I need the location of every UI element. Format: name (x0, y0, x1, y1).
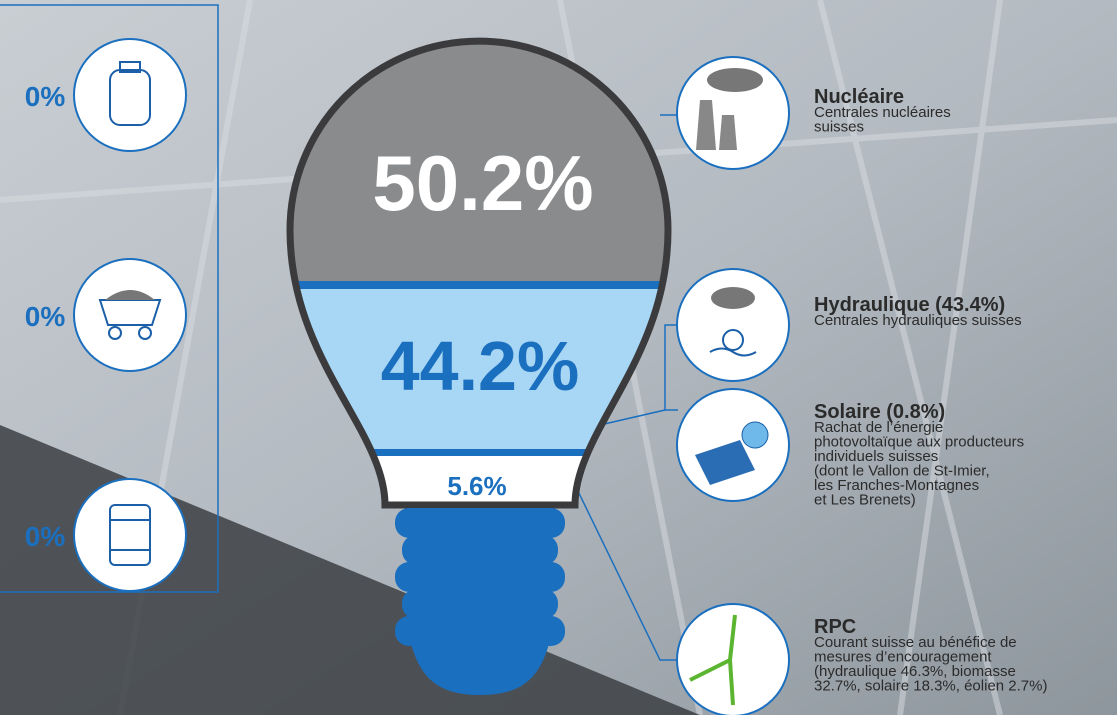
item-description: et Les Brenets) (814, 492, 916, 509)
item-description: Centrales hydrauliques suisses (814, 312, 1022, 329)
left-percent: 0% (25, 81, 66, 112)
infographic: 50.2% 44.2% 5.6% 0% 0% 0% NucléaireCentr… (0, 0, 1117, 715)
segment-label: 44.2% (381, 327, 579, 405)
segment-label: 5.6% (447, 471, 506, 501)
item-description: 32.7%, solaire 18.3%, éolien 2.7%) (814, 678, 1047, 695)
left-percent: 0% (25, 301, 66, 332)
bulb-base (395, 508, 565, 695)
left-percent: 0% (25, 521, 66, 552)
item-description: suisses (814, 119, 864, 136)
segment-label: 50.2% (372, 139, 593, 227)
